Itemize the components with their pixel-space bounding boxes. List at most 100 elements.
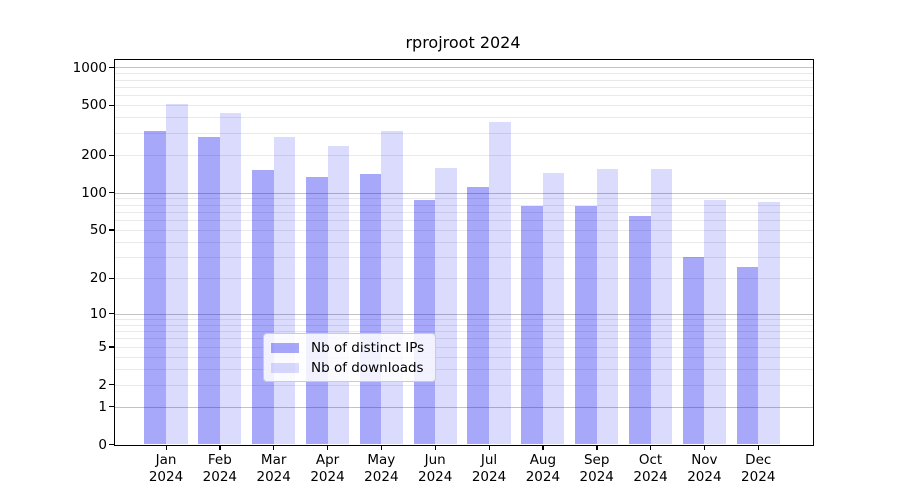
y-tick-label: 2 [98,376,107,393]
gridline-minor [115,105,813,107]
gridline-minor [115,95,813,97]
y-tick-label: 0 [98,436,107,453]
gridline-minor [115,73,813,75]
gridline-major [115,67,813,69]
bar-downloads-aug [542,173,565,445]
gridline-minor [115,278,813,280]
gridline-minor [115,155,813,157]
gridline-minor [115,384,813,386]
gridline-minor [115,257,813,259]
y-tick-label: 5 [98,338,107,355]
x-axis-tick [650,445,652,450]
bar-distinct-ips-aug [521,206,543,445]
x-tick-label: Nov 2024 [687,452,722,485]
x-tick-label: May 2024 [364,452,399,485]
legend-item: Nb of distinct IPs [271,338,424,357]
gridline-minor [115,338,813,340]
x-tick-label: Mar 2024 [256,452,291,485]
bar-downloads-nov [704,200,726,445]
y-tick-label: 20 [89,270,107,287]
bar-downloads-feb [219,112,242,445]
bar-distinct-ips-apr [305,176,328,445]
x-axis-tick [327,445,329,450]
gridline-major [115,313,813,315]
gridline-minor [115,86,813,88]
gridline-minor [115,318,813,320]
gridline-minor [115,331,813,333]
y-axis-tick [109,313,114,315]
bar-distinct-ips-nov [682,257,705,445]
x-tick-label: Aug 2024 [525,452,561,485]
bar-distinct-ips-jul [467,187,490,445]
x-axis-tick [757,445,760,450]
bar-distinct-ips-sep [575,206,597,445]
gridline-minor [115,204,813,206]
x-tick-label: Dec 2024 [741,452,776,485]
y-tick-label: 200 [81,147,107,164]
bar-downloads-may [381,130,403,445]
bar-downloads-jan [166,103,188,445]
bar-distinct-ips-feb [198,137,220,445]
bar-downloads-mar [273,136,296,445]
y-axis-tick [109,444,114,446]
legend-swatch-distinct-ips [271,342,299,353]
x-axis-tick [273,445,275,450]
gridline-minor [115,324,813,326]
x-tick-label: Oct 2024 [633,452,668,485]
legend: Nb of distinct IPs Nb of downloads [263,333,437,382]
gridline-minor [115,356,813,358]
x-tick-label: Apr 2024 [310,452,345,485]
y-axis-tick [109,192,114,194]
x-tick-label: Feb 2024 [202,452,237,485]
gridline-minor [115,79,813,81]
gridline-minor [115,241,813,243]
x-tick-label: Jan 2024 [148,452,184,485]
legend-label: Nb of downloads [311,359,424,376]
y-axis-tick [109,104,114,107]
y-axis-tick [109,66,114,69]
bar-downloads-sep [596,169,619,445]
x-axis-tick [380,445,383,450]
bar-distinct-ips-jan [144,130,166,445]
x-axis-tick [596,445,598,450]
bar-distinct-ips-mar [252,169,274,445]
gridline-major [115,192,813,194]
y-tick-label: 50 [89,221,107,238]
bar-downloads-apr [327,146,350,445]
gridline-minor [115,368,813,370]
x-axis-tick [165,445,167,450]
y-axis-tick [109,277,114,280]
gridline-minor [115,220,813,222]
x-axis-tick [434,445,436,450]
y-axis-tick [109,406,114,408]
gridline-major [115,406,813,408]
bar-downloads-dec [758,202,780,445]
y-axis-tick [109,346,114,348]
gridline-minor [115,133,813,135]
bar-distinct-ips-oct [628,215,651,445]
y-axis-tick [109,384,114,386]
legend-item: Nb of downloads [271,358,424,377]
y-tick-label: 10 [89,305,107,322]
x-axis-tick [488,445,490,450]
bar-distinct-ips-jun [413,200,436,445]
gridline-minor [115,346,813,348]
bar-downloads-jun [435,168,457,445]
y-axis-tick [109,229,114,231]
x-axis-tick [703,445,706,450]
gridline-minor [115,211,813,213]
y-axis-tick [109,154,114,156]
legend-label: Nb of distinct IPs [311,339,425,356]
gridline-minor [115,229,813,231]
y-tick-label: 1000 [72,59,107,76]
gridline-minor [115,117,813,119]
bar-downloads-jul [489,121,511,445]
plot-area: 0 1 2 5 10 20 50 100 200 500 1000 Jan 2024 Feb 2024 M… [73,59,814,485]
x-axis-tick [542,445,544,450]
x-tick-label: Jun 2024 [418,452,453,485]
x-tick-label: Jul 2024 [471,452,507,485]
y-tick-label: 1 [98,398,107,415]
x-tick-label: Sep 2024 [579,452,614,485]
bar-downloads-oct [650,168,673,445]
